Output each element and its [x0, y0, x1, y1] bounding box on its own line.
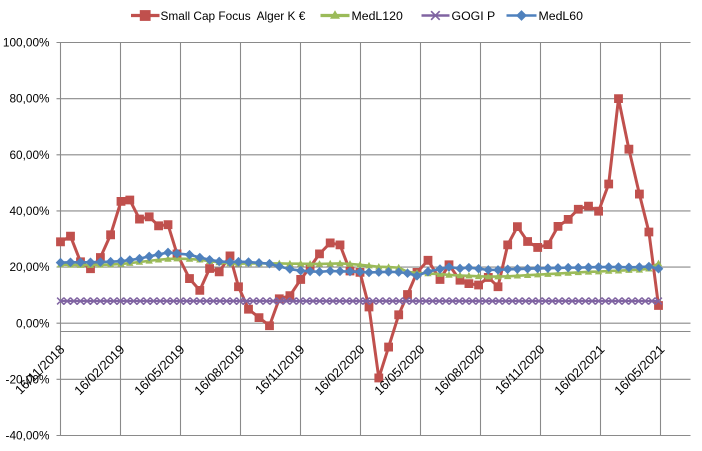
svg-text:GOGI P: GOGI P	[452, 9, 496, 23]
svg-text:Small Cap Focus Alger K €: Small Cap Focus Alger K €	[161, 9, 306, 23]
svg-text:100,00%: 100,00%	[3, 36, 50, 50]
svg-text:MedL120: MedL120	[352, 9, 403, 23]
svg-text:MedL60: MedL60	[539, 9, 584, 23]
svg-text:-40,00%: -40,00%	[6, 429, 50, 443]
svg-text:80,00%: 80,00%	[9, 92, 50, 106]
svg-text:40,00%: 40,00%	[9, 204, 50, 218]
svg-text:60,00%: 60,00%	[9, 148, 50, 162]
svg-text:0,00%: 0,00%	[16, 316, 50, 330]
svg-text:-20,00%: -20,00%	[6, 372, 50, 386]
svg-text:20,00%: 20,00%	[9, 260, 50, 274]
